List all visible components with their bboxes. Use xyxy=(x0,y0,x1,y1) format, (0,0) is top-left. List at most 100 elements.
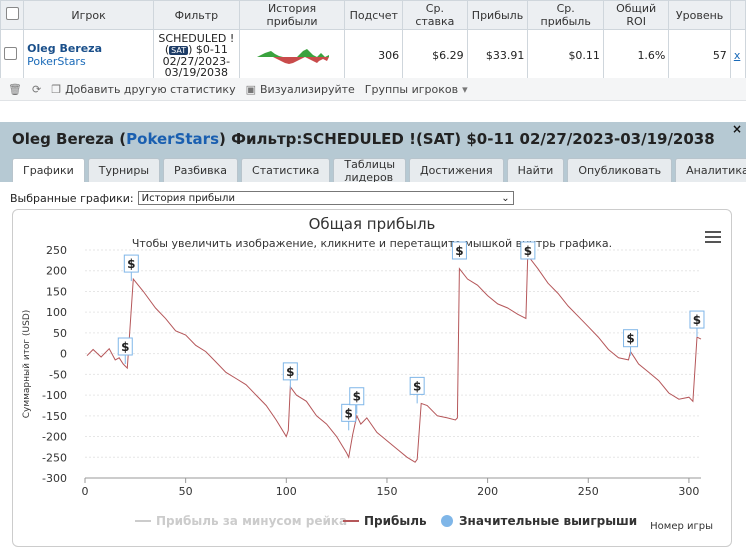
player-panel: Oleg Bereza (PokerStars) Фильтр:SCHEDULE… xyxy=(0,122,746,552)
select-all-cell[interactable] xyxy=(0,0,25,30)
panel-player: Oleg Bereza xyxy=(12,130,115,148)
big-win-flag xyxy=(451,241,467,260)
chart-select-label: Выбранные графики: xyxy=(10,191,134,205)
players-table: Игрок Фильтр История прибыли Подсчет Ср.… xyxy=(0,0,746,81)
y-tick-label: 150 xyxy=(46,285,67,298)
header-filter[interactable]: Фильтр xyxy=(153,0,240,30)
table-row: Oleg Bereza PokerStars SCHEDULED ! (SAT)… xyxy=(0,29,746,81)
table-header-row: Игрок Фильтр История прибыли Подсчет Ср.… xyxy=(0,0,746,30)
tab-tournaments[interactable]: Турниры xyxy=(87,158,161,182)
chart-subtitle: Чтобы увеличить изображение, кликните и … xyxy=(132,237,612,250)
trash-icon[interactable]: 🗑 xyxy=(8,82,22,96)
chart-select-row: Выбранные графики: История прибыли ⌄ xyxy=(10,191,514,205)
player-name[interactable]: Oleg Bereza xyxy=(27,42,102,55)
big-win-flag xyxy=(123,254,139,273)
tab-publish[interactable]: Опубликовать xyxy=(567,158,673,182)
big-win-dollar: $ xyxy=(286,365,294,379)
level-cell: 57 xyxy=(668,29,731,81)
y-tick-label: 250 xyxy=(46,244,67,257)
chart-container[interactable]: Общая прибыль Чтобы увеличить изображение… xyxy=(12,209,732,547)
big-win-dollar: $ xyxy=(345,406,353,420)
profit-chart[interactable]: Общая прибыль Чтобы увеличить изображение… xyxy=(13,210,731,546)
filter-line2-wrap: (SAT) $0-11 xyxy=(164,42,228,56)
y-tick-label: -100 xyxy=(42,389,67,402)
header-avg-stake[interactable]: Ср. ставка xyxy=(402,0,468,30)
close-panel-button[interactable]: × xyxy=(731,122,742,136)
player-groups-label: Группы игроков xyxy=(364,82,459,96)
tab-analytics[interactable]: Аналитика xyxy=(675,158,746,182)
player-cell: Oleg Bereza PokerStars xyxy=(23,29,155,81)
big-win-flag xyxy=(689,310,705,329)
avg-profit-cell: $0.11 xyxy=(527,29,604,81)
panel-title: Oleg Bereza (PokerStars) Фильтр:SCHEDULE… xyxy=(12,130,715,148)
image-icon: ▣ xyxy=(245,82,256,96)
select-all-checkbox[interactable] xyxy=(5,7,19,20)
panel-tabs: Графики Турниры Разбивка Статистика Табл… xyxy=(12,158,746,184)
copy-icon: ❐ xyxy=(51,82,62,96)
chevron-down-icon: ⌄ xyxy=(501,192,510,204)
tab-leaderboards[interactable]: Таблицы лидеров xyxy=(333,158,407,184)
y-tick-label: 50 xyxy=(53,327,67,340)
legend-bigwin-swatch xyxy=(441,515,453,527)
y-tick-label: -300 xyxy=(42,472,67,485)
delete-row-button[interactable]: x xyxy=(733,48,741,62)
header-avg-profit[interactable]: Ср. прибыль xyxy=(527,0,604,30)
header-profit-history[interactable]: История прибыли xyxy=(238,0,346,30)
chart-select[interactable]: История прибыли ⌄ xyxy=(137,191,514,205)
y-tick-label: -200 xyxy=(42,431,67,444)
big-win-flag xyxy=(520,241,536,260)
tab-achievements[interactable]: Достижения xyxy=(409,158,504,182)
row-checkbox-cell[interactable] xyxy=(0,29,25,81)
visualize-label: Визуализируйте xyxy=(260,82,355,96)
chart-select-value: История прибыли xyxy=(141,192,235,204)
big-win-flag xyxy=(117,337,133,356)
x-tick-label: 0 xyxy=(82,485,89,498)
big-win-dollar: $ xyxy=(353,390,361,404)
big-win-flag xyxy=(282,362,298,381)
x-tick-label: 100 xyxy=(276,485,297,498)
hamburger-menu-icon[interactable] xyxy=(705,228,721,246)
row-checkbox[interactable] xyxy=(4,47,17,60)
y-tick-label: 0 xyxy=(60,348,67,361)
header-roi[interactable]: Общий ROI xyxy=(602,0,670,30)
count-cell: 306 xyxy=(344,29,404,81)
series-line-profit xyxy=(86,249,702,463)
big-win-flag xyxy=(349,387,365,406)
big-win-flag xyxy=(341,403,357,422)
header-count[interactable]: Подсчет xyxy=(344,0,404,30)
add-stats-button[interactable]: ❐ Добавить другую статистику xyxy=(51,83,235,96)
filter-line1: SCHEDULED ! xyxy=(158,31,235,45)
x-tick-label: 300 xyxy=(678,485,699,498)
profit-sparkline[interactable] xyxy=(243,39,333,69)
filter-line4: 03/19/2038 xyxy=(164,65,229,79)
refresh-icon[interactable]: ⟳ xyxy=(31,82,42,96)
tab-statistics[interactable]: Статистика xyxy=(241,158,331,182)
panel-room[interactable]: PokerStars xyxy=(126,130,220,148)
y-axis-label: Суммарный итог (USD) xyxy=(22,310,32,419)
x-tick-label: 250 xyxy=(578,485,599,498)
player-room[interactable]: PokerStars xyxy=(27,55,86,68)
caret-down-icon: ▾ xyxy=(462,82,468,96)
panel-filter: Фильтр:SCHEDULED !(SAT) $0-11 02/27/2023… xyxy=(231,130,715,148)
profit-history-cell[interactable] xyxy=(238,29,346,81)
y-tick-label: -150 xyxy=(42,410,67,423)
player-groups-button[interactable]: Группы игроков ▾ xyxy=(365,83,468,96)
header-player[interactable]: Игрок xyxy=(23,0,155,30)
big-win-dollar: $ xyxy=(121,340,129,354)
big-win-dollar: $ xyxy=(127,257,135,271)
tab-charts[interactable]: Графики xyxy=(12,158,85,182)
big-win-dollar: $ xyxy=(413,379,421,393)
legend-profit-label: Прибыль xyxy=(364,514,427,528)
avg-stake-cell: $6.29 xyxy=(402,29,468,81)
visualize-button[interactable]: ▣ Визуализируйте xyxy=(246,83,355,96)
tab-content: Выбранные графики: История прибыли ⌄ Общ… xyxy=(0,182,746,552)
header-profit[interactable]: Прибыль xyxy=(466,0,529,30)
tab-breakdown[interactable]: Разбивка xyxy=(163,158,239,182)
header-delete xyxy=(729,0,746,30)
big-win-dollar: $ xyxy=(693,313,701,327)
sat-badge: SAT xyxy=(169,45,189,55)
profit-cell: $33.91 xyxy=(466,29,529,81)
big-win-flag xyxy=(623,329,639,348)
header-level[interactable]: Уровень xyxy=(668,0,731,30)
tab-find[interactable]: Найти xyxy=(506,158,565,182)
